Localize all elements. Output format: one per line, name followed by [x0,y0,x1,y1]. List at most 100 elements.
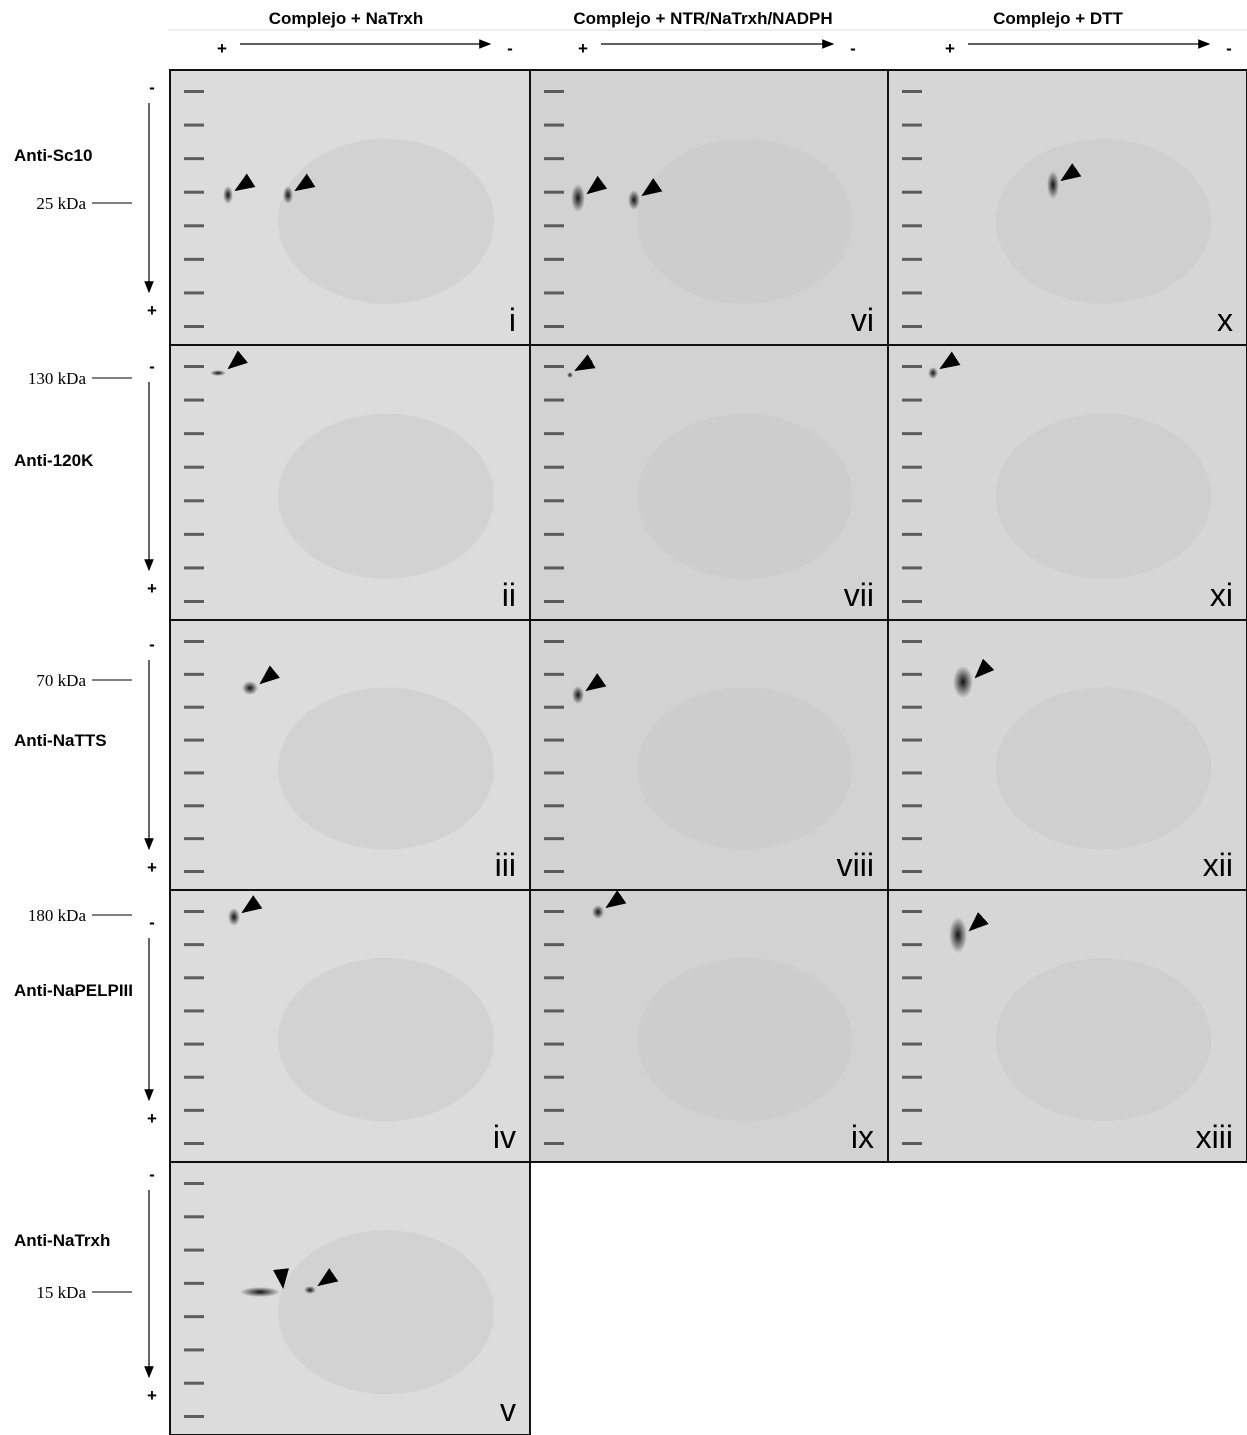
ladder-band [544,499,564,502]
antibody-label: Anti-Sc10 [14,146,92,165]
ladder-band [544,191,564,194]
protein-spot [210,370,226,376]
minus-sign: - [149,1165,155,1184]
ladder-band [544,600,564,603]
ladder-band [184,1076,204,1079]
ladder-band [902,432,922,435]
blot-shade [637,688,852,850]
marker-label: 130 kDa [28,369,87,388]
ladder-band [184,870,204,873]
blot-panel: ii [170,345,530,620]
blot-shade [996,139,1211,304]
ladder-band [544,1109,564,1112]
ladder-band [184,1215,204,1218]
figure: Complejo + NaTrxh+-Complejo + NTR/NaTrxh… [0,0,1247,1435]
ladder-band [184,1142,204,1145]
protein-spot [228,908,240,926]
panel-numeral: iv [493,1119,516,1155]
panel-numeral: v [500,1392,516,1428]
protein-spot [283,186,293,204]
protein-spot [223,186,233,204]
marker-label: 180 kDa [28,906,87,925]
panel-numeral: xiii [1196,1119,1233,1155]
ladder-band [544,90,564,93]
minus-sign: - [149,78,155,97]
ladder-band [902,224,922,227]
blot-panel: iii [170,620,530,890]
column-title: Complejo + DTT [993,9,1123,28]
blot-panel: x [888,70,1247,345]
minus-sign: - [1226,39,1232,58]
ladder-band [902,124,922,127]
ladder-band [184,1415,204,1418]
marker-label: 15 kDa [36,1283,86,1302]
protein-spot [242,681,258,695]
ladder-band [184,224,204,227]
protein-spot [928,367,938,379]
protein-spot [240,1287,280,1297]
ladder-band [184,432,204,435]
protein-spot [572,686,584,704]
blot-panel: ix [530,890,888,1162]
protein-spot [628,190,640,210]
protein-spot [1047,171,1059,199]
ladder-band [544,124,564,127]
ladder-band [184,771,204,774]
ladder-band [902,739,922,742]
blot-panel: xiii [888,890,1247,1162]
ladder-band [184,976,204,979]
ladder-band [902,771,922,774]
plus-sign: + [147,301,157,320]
panel-numeral: vi [851,302,874,338]
ladder-band [544,1076,564,1079]
panel-numeral: iii [495,847,516,883]
marker-label: 25 kDa [36,194,86,213]
ladder-band [902,804,922,807]
ladder-band [184,706,204,709]
ladder-band [184,1182,204,1185]
ladder-band [902,706,922,709]
blot-shade [996,414,1211,579]
protein-spot [592,905,604,919]
panel-numeral: xii [1203,847,1233,883]
ladder-band [544,157,564,160]
blot-panel: i [170,70,530,345]
antibody-label: Anti-NaTrxh [14,1231,110,1250]
ladder-band [902,837,922,840]
ladder-band [544,365,564,368]
ladder-band [902,1142,922,1145]
panel-numeral: viii [837,847,874,883]
ladder-band [544,976,564,979]
ladder-band [544,432,564,435]
ladder-band [184,157,204,160]
ladder-band [902,1076,922,1079]
ladder-band [544,533,564,536]
ladder-band [902,1043,922,1046]
ladder-band [184,1282,204,1285]
ladder-band [902,943,922,946]
ladder-band [544,1009,564,1012]
ladder-band [902,466,922,469]
protein-spot [304,1286,316,1294]
blot-shade [637,958,852,1121]
ladder-band [184,325,204,328]
ladder-band [902,910,922,913]
ladder-band [544,673,564,676]
ladder-band [544,1142,564,1145]
ladder-band [902,325,922,328]
antibody-label: Anti-120K [14,451,94,470]
antibody-label: Anti-NaTTS [14,731,107,750]
ladder-band [184,837,204,840]
ladder-band [902,191,922,194]
blot-panel: xii [888,620,1247,890]
spot-arrow [282,1278,283,1287]
panel-numeral: x [1217,302,1233,338]
panel-numeral: i [509,302,516,338]
ladder-band [184,466,204,469]
ladder-band [184,1382,204,1385]
blot-shade [278,414,494,579]
ladder-band [902,365,922,368]
ladder-band [184,673,204,676]
ladder-band [184,943,204,946]
blot-shade [637,139,852,304]
